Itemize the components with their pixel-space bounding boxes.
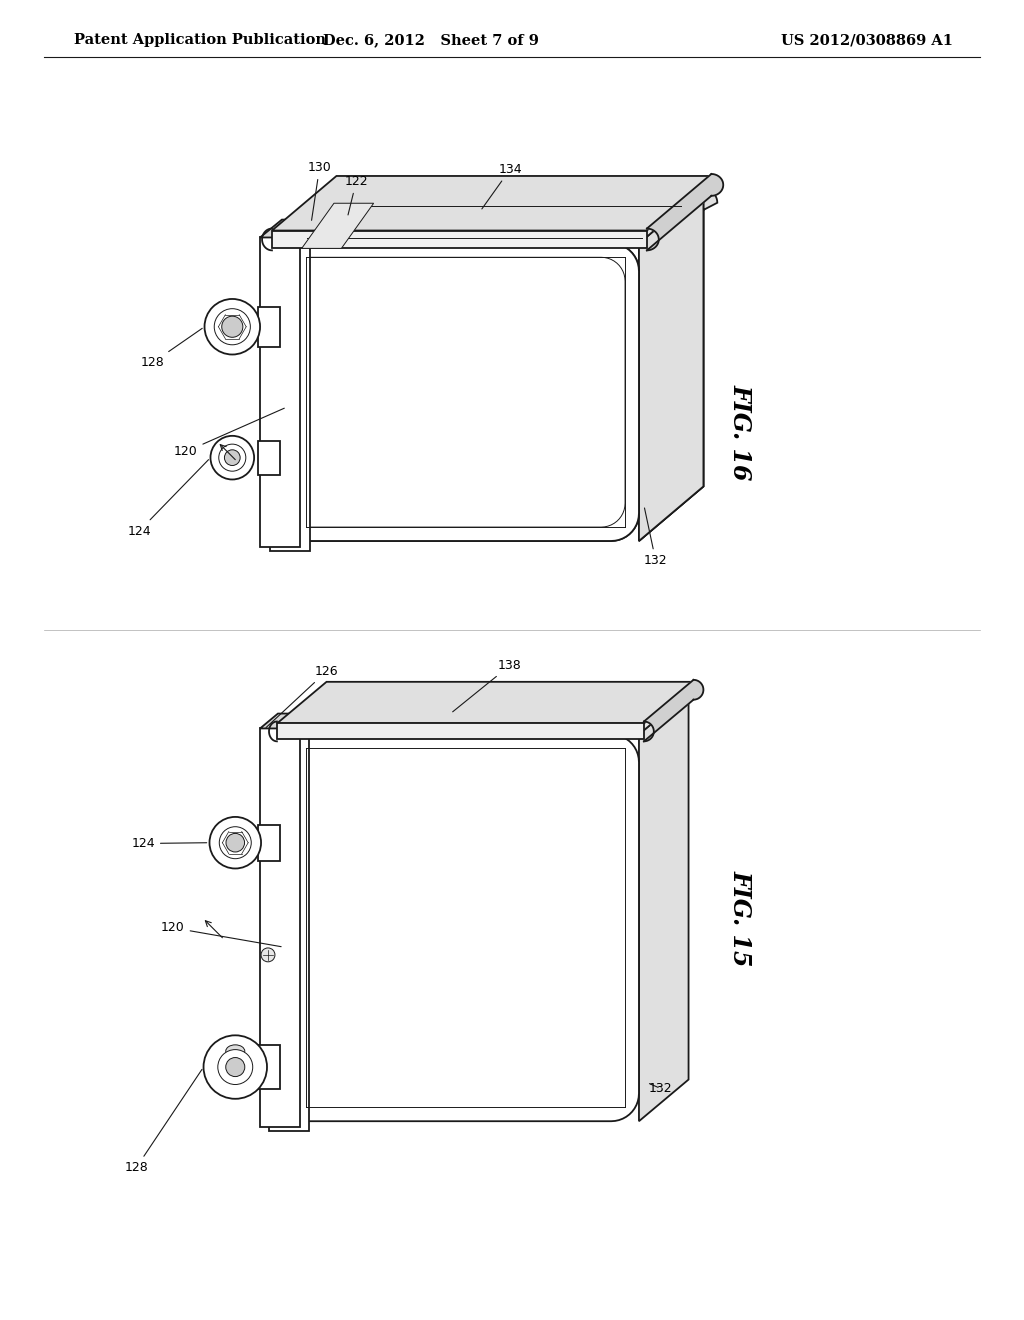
Polygon shape xyxy=(272,231,647,248)
Polygon shape xyxy=(258,306,280,347)
Text: 134: 134 xyxy=(482,162,522,209)
Text: 120: 120 xyxy=(174,408,285,458)
Text: 138: 138 xyxy=(453,659,522,711)
Polygon shape xyxy=(639,189,703,541)
Polygon shape xyxy=(292,734,639,1121)
Polygon shape xyxy=(276,682,693,723)
Polygon shape xyxy=(260,729,300,1127)
Polygon shape xyxy=(639,189,703,541)
Circle shape xyxy=(225,1057,245,1077)
Polygon shape xyxy=(276,723,644,739)
Polygon shape xyxy=(292,243,639,541)
Text: US 2012/0308869 A1: US 2012/0308869 A1 xyxy=(781,33,953,48)
Text: Patent Application Publication: Patent Application Publication xyxy=(74,33,326,48)
Circle shape xyxy=(210,817,261,869)
Text: 128: 128 xyxy=(141,329,202,370)
Polygon shape xyxy=(260,714,317,729)
Text: Dec. 6, 2012   Sheet 7 of 9: Dec. 6, 2012 Sheet 7 of 9 xyxy=(323,33,539,48)
Polygon shape xyxy=(260,219,322,238)
Text: 126: 126 xyxy=(266,665,338,727)
Text: 124: 124 xyxy=(131,837,207,850)
Circle shape xyxy=(261,948,275,962)
Ellipse shape xyxy=(225,1045,245,1057)
Polygon shape xyxy=(306,257,625,527)
Polygon shape xyxy=(258,1045,280,1089)
Polygon shape xyxy=(302,203,374,248)
Polygon shape xyxy=(270,234,309,550)
Text: 128: 128 xyxy=(124,1069,202,1175)
Circle shape xyxy=(205,298,260,355)
Circle shape xyxy=(219,444,246,471)
Polygon shape xyxy=(269,725,308,1131)
Circle shape xyxy=(218,1049,253,1085)
Polygon shape xyxy=(260,238,300,546)
Polygon shape xyxy=(647,174,723,251)
Polygon shape xyxy=(258,825,280,861)
Polygon shape xyxy=(644,680,703,742)
Polygon shape xyxy=(272,176,712,231)
Circle shape xyxy=(211,436,254,479)
Circle shape xyxy=(214,309,250,345)
Circle shape xyxy=(224,450,241,466)
Circle shape xyxy=(226,833,245,851)
Text: 122: 122 xyxy=(344,174,368,215)
Polygon shape xyxy=(292,189,703,243)
Circle shape xyxy=(222,317,243,338)
Text: 124: 124 xyxy=(127,459,209,537)
Text: 130: 130 xyxy=(307,161,332,220)
Polygon shape xyxy=(639,189,718,541)
Circle shape xyxy=(204,1035,267,1098)
Text: FIG. 16: FIG. 16 xyxy=(728,384,753,480)
Text: 132: 132 xyxy=(644,508,668,568)
Text: 120: 120 xyxy=(161,921,282,946)
Text: 132: 132 xyxy=(649,1082,673,1096)
Polygon shape xyxy=(292,189,703,243)
Polygon shape xyxy=(292,243,639,541)
Polygon shape xyxy=(639,693,688,1121)
Text: FIG. 15: FIG. 15 xyxy=(728,870,753,966)
Polygon shape xyxy=(258,441,280,474)
Circle shape xyxy=(219,826,251,859)
Polygon shape xyxy=(292,693,688,734)
